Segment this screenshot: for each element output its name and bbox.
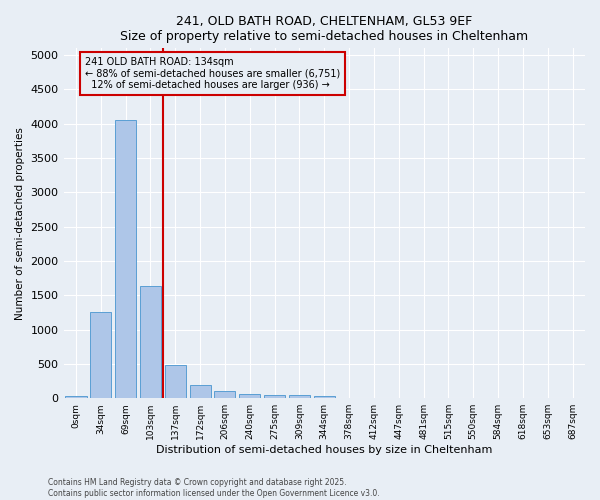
Bar (140, 286, 161, 398)
Bar (264, 395, 285, 398)
Y-axis label: Number of semi-detached properties: Number of semi-detached properties (15, 127, 25, 320)
Title: 241, OLD BATH ROAD, CHELTENHAM, GL53 9EF
Size of property relative to semi-detac: 241, OLD BATH ROAD, CHELTENHAM, GL53 9EF… (120, 15, 529, 43)
Bar (239, 394, 260, 398)
Bar (90, 312, 112, 398)
Bar (289, 396, 310, 398)
Text: Contains HM Land Registry data © Crown copyright and database right 2025.
Contai: Contains HM Land Registry data © Crown c… (48, 478, 380, 498)
Bar (165, 366, 186, 398)
Bar (65, 396, 86, 398)
Bar (190, 385, 211, 398)
Bar (314, 396, 335, 398)
X-axis label: Distribution of semi-detached houses by size in Cheltenham: Distribution of semi-detached houses by … (156, 445, 493, 455)
Bar (214, 390, 235, 398)
Bar (115, 120, 136, 398)
Text: 241 OLD BATH ROAD: 134sqm
← 88% of semi-detached houses are smaller (6,751)
  12: 241 OLD BATH ROAD: 134sqm ← 88% of semi-… (85, 56, 340, 90)
